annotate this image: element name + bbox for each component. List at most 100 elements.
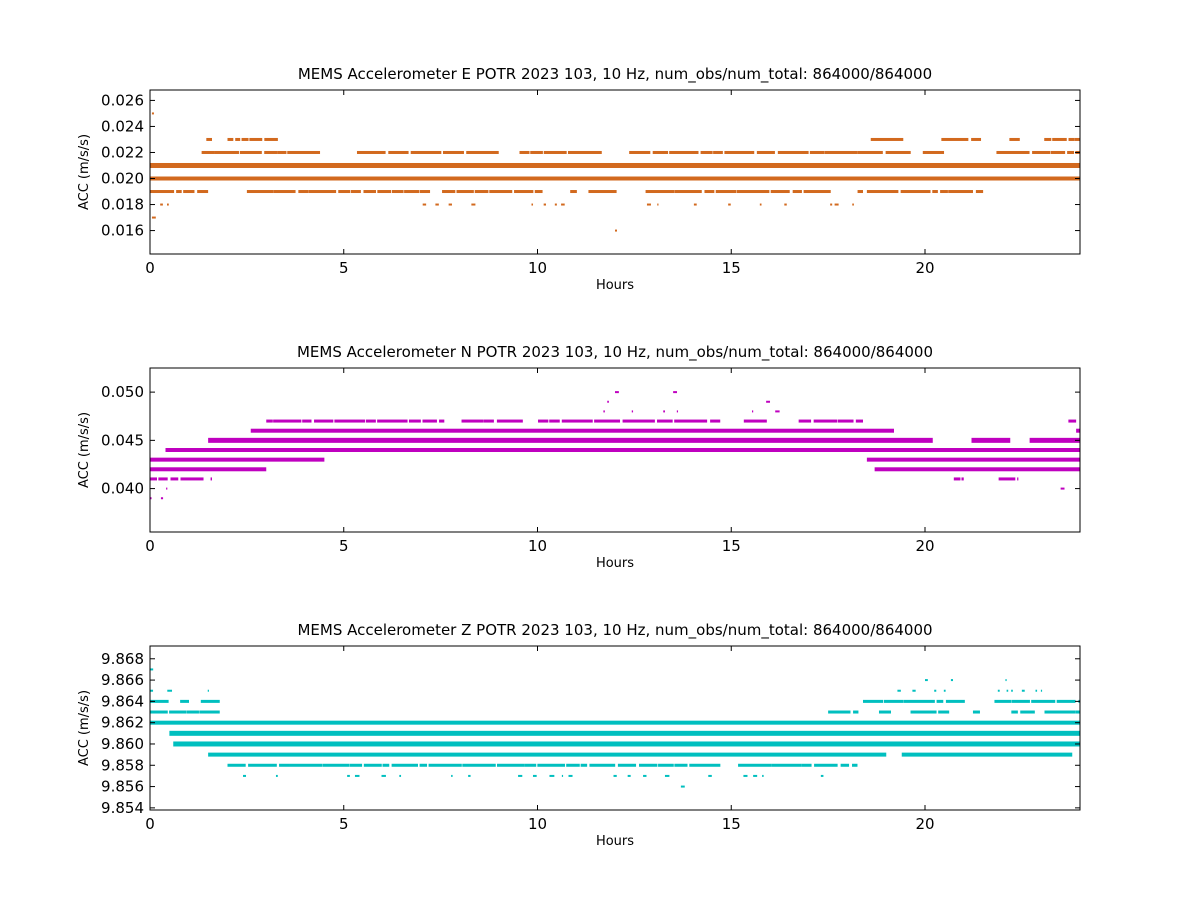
- data-series: [150, 477, 1019, 481]
- x-axis-label: Hours: [596, 556, 634, 571]
- x-axis-label: Hours: [596, 278, 634, 293]
- data-series: [150, 467, 1080, 472]
- data-point-run: [442, 150, 464, 154]
- data-point-run: [693, 203, 697, 206]
- data-point-run: [377, 419, 408, 423]
- data-band: [866, 457, 1080, 462]
- data-point-run: [279, 763, 290, 767]
- x-tick-label: 20: [915, 815, 934, 833]
- data-point-run: [561, 774, 564, 777]
- data-point-run: [496, 419, 523, 423]
- y-axis-label: ACC (m/s/s): [77, 412, 92, 488]
- data-point-run: [422, 203, 427, 206]
- data-point-run: [354, 774, 360, 777]
- y-tick-label: 9.860: [101, 735, 144, 753]
- data-point-run: [689, 763, 721, 767]
- y-tick-label: 9.866: [101, 671, 144, 689]
- data-point-run: [1017, 477, 1019, 481]
- data-point-run: [945, 699, 965, 703]
- data-point-run: [404, 190, 420, 194]
- data-point-run: [607, 400, 609, 403]
- data-point-run: [180, 699, 189, 703]
- data-point-run: [631, 410, 634, 413]
- data-point-run: [1044, 710, 1076, 714]
- data-point-run: [408, 419, 421, 423]
- data-point-run: [943, 689, 946, 692]
- data-point-run: [549, 419, 560, 423]
- data-band: [150, 162, 1080, 168]
- data-point-run: [594, 419, 621, 423]
- data-series: [680, 785, 685, 788]
- data-point-run: [1009, 137, 1020, 141]
- data-point-run: [676, 410, 679, 413]
- y-tick-label: 0.045: [101, 431, 144, 449]
- data-series: [925, 679, 1007, 682]
- data-point-run: [934, 689, 937, 692]
- data-point-run: [1075, 710, 1080, 714]
- y-tick-label: 0.018: [101, 196, 144, 214]
- data-series: [150, 176, 1080, 181]
- data-point-run: [1005, 679, 1007, 682]
- data-point-run: [1074, 137, 1080, 141]
- data-point-run: [266, 419, 273, 423]
- data-point-run: [419, 190, 431, 194]
- data-point-run: [273, 419, 302, 423]
- data-point-run: [770, 190, 790, 194]
- data-point-run: [422, 419, 437, 423]
- data-point-run: [235, 137, 241, 141]
- data-band: [151, 112, 154, 115]
- data-point-run: [588, 190, 617, 194]
- data-point-run: [199, 710, 220, 714]
- data-point-run: [428, 763, 462, 767]
- data-series: [603, 410, 780, 413]
- x-tick-label: 0: [145, 537, 155, 555]
- data-point-run: [210, 477, 212, 481]
- data-point-run: [627, 774, 631, 777]
- data-point-run: [241, 137, 249, 141]
- data-point-run: [1011, 689, 1013, 692]
- data-point-run: [910, 710, 937, 714]
- data-point-run: [363, 190, 376, 194]
- x-tick-label: 0: [145, 259, 155, 277]
- data-series: [150, 190, 984, 194]
- data-point-run: [617, 763, 637, 767]
- data-point-run: [828, 710, 851, 714]
- data-point-run: [903, 699, 935, 703]
- data-point-run: [363, 763, 382, 767]
- data-point-run: [197, 190, 209, 194]
- data-point-run: [287, 150, 321, 154]
- data-point-run: [158, 477, 168, 481]
- data-point-run: [246, 190, 274, 194]
- data-point-run: [792, 190, 802, 194]
- data-band: [1076, 428, 1080, 433]
- data-series: [173, 741, 1080, 747]
- data-point-run: [715, 190, 737, 194]
- plot-frame: [149, 645, 1081, 811]
- data-point-run: [1040, 689, 1043, 692]
- data-point-run: [840, 763, 850, 767]
- data-point-run: [347, 774, 350, 777]
- data-point-run: [674, 190, 702, 194]
- data-band: [150, 720, 1080, 725]
- data-point-run: [514, 190, 534, 194]
- data-band: [874, 467, 1080, 472]
- data-point-run: [1020, 710, 1035, 714]
- data-series: [201, 150, 1080, 154]
- data-point-run: [388, 150, 409, 154]
- y-tick-label: 0.040: [101, 480, 144, 498]
- data-point-run: [814, 763, 838, 767]
- data-point-run: [289, 763, 323, 767]
- data-point-run: [201, 150, 215, 154]
- data-point-run: [543, 150, 567, 154]
- data-point-run: [728, 203, 731, 206]
- data-point-run: [941, 137, 969, 141]
- y-tick-label: 0.024: [101, 117, 144, 135]
- x-tick-label: 15: [722, 537, 741, 555]
- data-point-run: [568, 774, 573, 777]
- data-point-run: [777, 150, 809, 154]
- y-tick-label: 0.022: [101, 143, 144, 161]
- data-point-run: [561, 203, 565, 206]
- data-point-run: [366, 419, 376, 423]
- data-point-run: [972, 710, 980, 714]
- data-point-run: [176, 190, 182, 194]
